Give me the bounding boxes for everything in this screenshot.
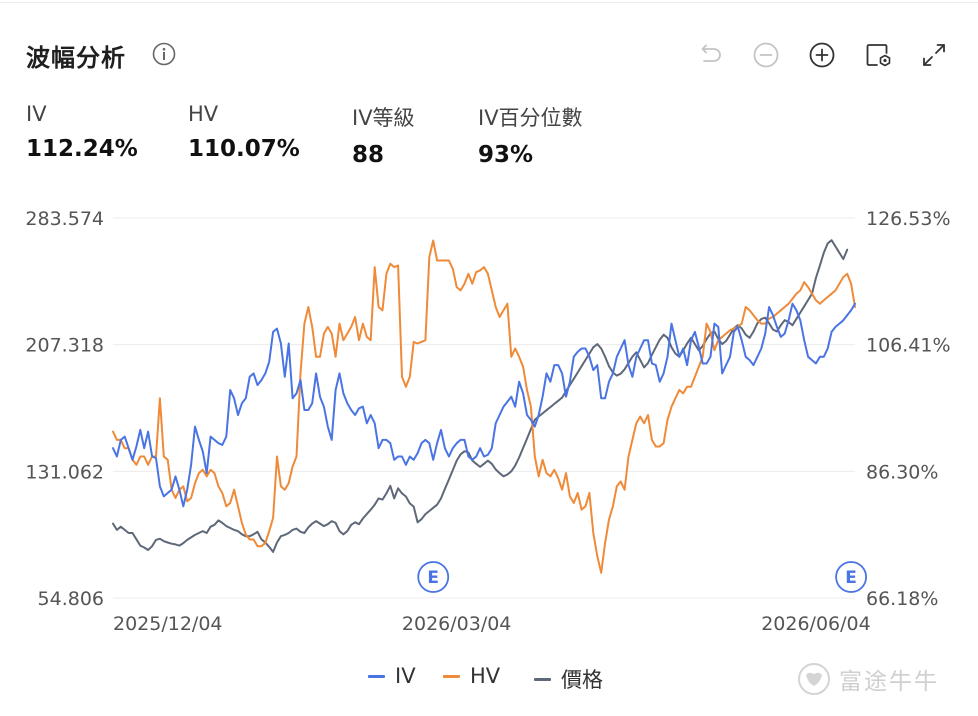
x-tick-label: 2026/03/04: [402, 613, 512, 635]
bull-logo-icon: [798, 663, 830, 695]
y-tick-label-left: 131.062: [25, 461, 104, 483]
metric-value: 88: [352, 142, 385, 168]
settings-icon[interactable]: [863, 40, 893, 70]
metric-value: 93%: [478, 142, 534, 168]
metric-label: IV等級: [352, 106, 415, 130]
legend-item-iv[interactable]: IV: [368, 664, 416, 688]
metric-hv: HV 110.07%: [188, 102, 300, 162]
legend-item-price[interactable]: 價格: [534, 664, 603, 694]
watermark: 富途牛牛: [797, 662, 939, 696]
metric-value: 110.07%: [188, 136, 300, 162]
y-tick-label-right: 86.30%: [866, 461, 938, 483]
legend-swatch: [534, 677, 551, 681]
legend-label: HV: [470, 664, 501, 688]
earnings-marker[interactable]: [417, 561, 450, 593]
earnings-marker[interactable]: [835, 561, 867, 593]
earnings-marker-label: E: [427, 568, 439, 588]
y-tick-label-right: 66.18%: [866, 588, 938, 610]
x-tick-label: 2026/06/04: [761, 613, 871, 635]
fullscreen-icon[interactable]: [919, 40, 949, 70]
legend-swatch: [368, 674, 385, 678]
series-line-price: [112, 239, 849, 553]
legend-label: IV: [395, 664, 416, 688]
top-divider: [0, 2, 978, 3]
y-tick-label-left: 207.318: [25, 335, 104, 357]
y-tick-label-right: 106.41%: [866, 335, 951, 357]
watermark-text: 富途牛牛: [839, 669, 939, 695]
y-tick-label-right: 126.53%: [866, 208, 951, 230]
zoom-out-icon[interactable]: [751, 40, 781, 70]
page-title: 波幅分析: [26, 44, 126, 72]
info-icon[interactable]: [151, 41, 177, 67]
metric-value: 112.24%: [26, 136, 138, 162]
legend-label: 價格: [561, 668, 603, 692]
metric-iv-percentile: IV百分位數 93%: [478, 102, 583, 168]
volatility-chart[interactable]: 283.574 126.53% 207.318 106.41% 131.062 86.30…: [0, 196, 978, 646]
undo-icon[interactable]: [694, 40, 724, 70]
series-line-iv: [112, 302, 856, 508]
metric-label: HV: [188, 102, 219, 126]
x-tick-label: 2025/12/04: [113, 613, 223, 635]
y-tick-label-left: 54.806: [38, 588, 104, 610]
earnings-marker-label: E: [845, 568, 857, 588]
metric-iv: IV 112.24%: [26, 102, 138, 162]
metric-label: IV百分位數: [478, 106, 583, 130]
zoom-in-icon[interactable]: [807, 40, 837, 70]
legend-item-hv[interactable]: HV: [443, 664, 500, 688]
legend-swatch: [443, 674, 460, 678]
series-line-hv: [112, 239, 856, 574]
chart-legend: IV HV 價格: [0, 664, 978, 694]
metric-label: IV: [26, 102, 47, 126]
y-tick-label-left: 283.574: [25, 208, 104, 230]
metric-iv-rank: IV等級 88: [352, 102, 415, 168]
